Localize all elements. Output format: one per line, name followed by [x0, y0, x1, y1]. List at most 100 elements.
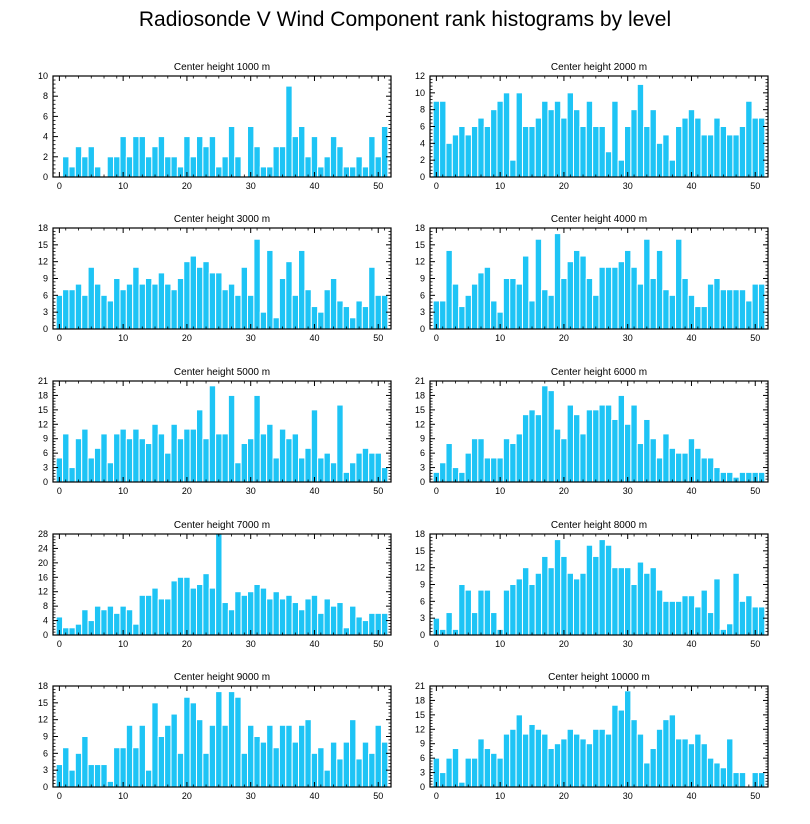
bar: [579, 738, 587, 788]
bar: [336, 602, 344, 636]
bar: [579, 126, 587, 178]
y-tick-label: 18: [415, 390, 425, 400]
bar: [68, 769, 76, 788]
y-tick-label: 6: [420, 753, 425, 763]
bar: [687, 438, 696, 483]
bar: [323, 598, 331, 636]
bar: [675, 600, 683, 636]
bar: [208, 724, 217, 788]
y-tick-label: 15: [38, 405, 48, 415]
bar: [464, 589, 472, 636]
bar: [227, 691, 236, 788]
x-tick-label: 0: [434, 639, 439, 649]
bar: [502, 438, 511, 483]
bar: [317, 612, 325, 636]
x-tick-label: 0: [57, 639, 62, 649]
bar: [189, 156, 197, 178]
bar: [195, 136, 204, 178]
panel-5: Center height 5000 m 0 3 6 9 12 15 18 21 0 10 20 30 4…: [38, 367, 392, 496]
bar: [100, 294, 108, 330]
bar: [144, 769, 153, 788]
bar: [106, 605, 115, 636]
bar: [681, 278, 689, 330]
x-tick-label: 0: [434, 333, 439, 343]
bar: [687, 294, 696, 330]
bar: [675, 738, 683, 788]
bar: [304, 447, 312, 483]
bar: [119, 136, 127, 178]
bar: [483, 589, 492, 636]
bar: [113, 433, 121, 483]
bar: [144, 443, 153, 483]
bar: [253, 146, 261, 178]
y-tick-label: 6: [420, 448, 425, 458]
bar: [572, 578, 581, 636]
bar: [317, 457, 325, 483]
bar: [726, 134, 734, 178]
x-tick-label: 20: [559, 333, 569, 343]
bar: [553, 233, 562, 330]
bar: [164, 283, 172, 330]
x-tick-label: 30: [623, 333, 633, 343]
bar: [125, 283, 134, 330]
bar: [310, 752, 319, 788]
y-tick-label: 15: [415, 710, 425, 720]
bar: [655, 457, 664, 483]
bar: [278, 598, 287, 636]
bar: [202, 752, 210, 788]
bar: [138, 724, 146, 788]
bar: [490, 300, 498, 330]
bar: [349, 317, 357, 330]
bar: [534, 117, 543, 178]
bar: [694, 447, 702, 483]
bar: [611, 418, 619, 483]
x-tick-label: 20: [182, 181, 192, 191]
bar: [93, 166, 102, 178]
bar: [183, 261, 191, 330]
bar: [253, 584, 261, 636]
bar: [74, 438, 83, 483]
bar: [310, 409, 319, 483]
bar: [521, 733, 530, 788]
bar: [662, 433, 670, 483]
y-tick-label: 3: [420, 307, 425, 317]
bar: [138, 594, 146, 636]
y-tick-label: 20: [38, 558, 48, 568]
y-tick-label: 0: [43, 172, 48, 182]
bar: [368, 612, 376, 636]
bar: [240, 443, 249, 483]
bar: [458, 471, 466, 483]
bar: [221, 724, 229, 788]
bar: [726, 623, 734, 636]
y-tick-label: 12: [38, 715, 48, 725]
y-tick-label: 6: [43, 111, 48, 121]
bar: [208, 587, 217, 636]
x-tick-label: 30: [623, 791, 633, 801]
bar: [502, 589, 511, 636]
bar: [547, 390, 555, 483]
bar: [227, 609, 236, 636]
bar: [490, 457, 498, 483]
bar: [272, 747, 280, 788]
y-tick-label: 8: [43, 601, 48, 611]
y-tick-label: 18: [415, 529, 425, 539]
bar: [757, 606, 766, 636]
bar: [164, 598, 172, 636]
bar: [726, 289, 734, 330]
x-tick-label: 30: [623, 181, 633, 191]
bar: [528, 126, 536, 178]
y-tick-label: 2: [43, 152, 48, 162]
bar: [662, 600, 670, 636]
bar: [521, 567, 530, 636]
bar: [668, 600, 677, 636]
panel-6: Center height 6000 m 0 3 6 9 12 15 18 21 0 10 20 30 4…: [415, 367, 769, 496]
bar: [624, 567, 632, 636]
bar: [509, 278, 517, 330]
bar: [541, 100, 549, 178]
bar: [304, 719, 312, 788]
bar: [470, 283, 479, 330]
y-tick-label: 0: [420, 630, 425, 640]
bar: [738, 600, 747, 636]
bar: [572, 109, 581, 178]
bar: [380, 126, 389, 178]
